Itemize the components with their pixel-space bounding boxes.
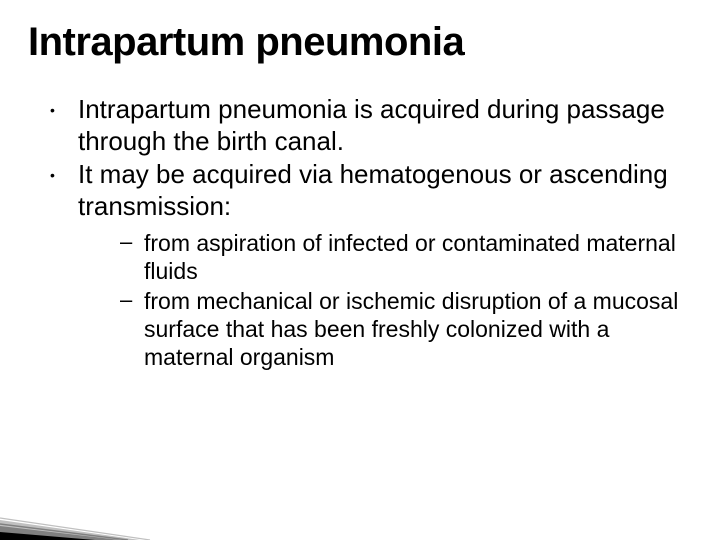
bullet-list-level2: from aspiration of infected or contamina… <box>78 229 680 371</box>
slide-title: Intrapartum pneumonia <box>28 20 464 65</box>
bullet-item: Intrapartum pneumonia is acquired during… <box>40 94 680 157</box>
sub-bullet-item: from aspiration of infected or contamina… <box>78 229 680 285</box>
sub-bullet-text: from mechanical or ischemic disruption o… <box>144 288 678 370</box>
deco-shape-3 <box>0 520 140 540</box>
bullet-text: Intrapartum pneumonia is acquired during… <box>78 94 665 156</box>
sub-bullet-text: from aspiration of infected or contamina… <box>144 230 676 284</box>
corner-decoration-icon <box>0 460 200 540</box>
bullet-text: It may be acquired via hematogenous or a… <box>78 159 668 221</box>
bullet-list-level1: Intrapartum pneumonia is acquired during… <box>40 94 680 371</box>
sub-bullet-item: from mechanical or ischemic disruption o… <box>78 287 680 371</box>
deco-shape-1 <box>0 532 95 540</box>
slide: Intrapartum pneumonia Intrapartum pneumo… <box>0 0 720 540</box>
slide-body: Intrapartum pneumonia is acquired during… <box>40 94 680 373</box>
deco-line-2 <box>0 524 128 540</box>
deco-shape-2 <box>0 526 120 540</box>
deco-line-3 <box>0 518 150 540</box>
bullet-item: It may be acquired via hematogenous or a… <box>40 159 680 371</box>
